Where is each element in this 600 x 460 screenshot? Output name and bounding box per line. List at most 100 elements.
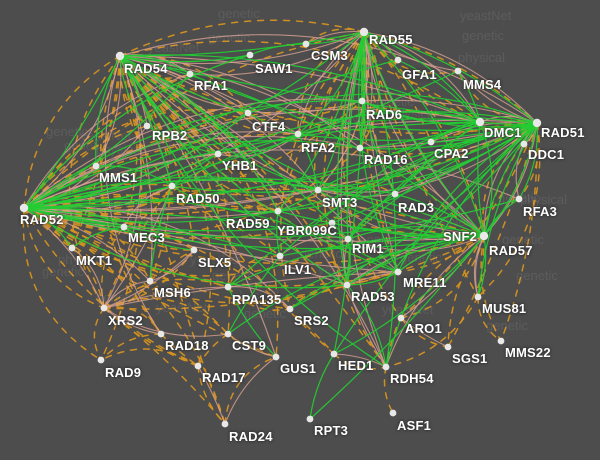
graph-edge xyxy=(305,31,365,45)
graph-edge xyxy=(333,353,387,370)
graph-edge xyxy=(119,55,148,127)
graph-edge xyxy=(276,210,281,257)
graph-node-xrs2[interactable] xyxy=(100,304,108,312)
graph-node-mms4[interactable] xyxy=(454,67,462,75)
graph-edge xyxy=(385,235,485,368)
graph-edge xyxy=(279,122,538,257)
graph-edge xyxy=(227,255,281,288)
graph-node-mre11[interactable] xyxy=(394,268,402,276)
graph-node-rad59[interactable] xyxy=(274,207,282,215)
graph-node-rad57[interactable] xyxy=(480,232,488,240)
graph-edge xyxy=(119,55,387,368)
graph-node-rad54[interactable] xyxy=(115,51,125,61)
graph-node-rfa3[interactable] xyxy=(515,195,523,203)
graph-node-cpa2[interactable] xyxy=(427,138,435,146)
graph-edge xyxy=(224,356,277,425)
graph-node-ilv1[interactable] xyxy=(276,252,284,260)
graph-edge xyxy=(363,31,397,368)
graph-node-mkt1[interactable] xyxy=(68,244,76,252)
graph-edge xyxy=(149,249,195,282)
graph-node-msh6[interactable] xyxy=(146,277,154,285)
graph-edge xyxy=(23,133,299,209)
graph-edge xyxy=(400,317,449,348)
graph-edge xyxy=(23,207,162,335)
graph-node-smt3[interactable] xyxy=(314,186,322,194)
graph-node-rpt3[interactable] xyxy=(306,415,314,423)
graph-node-rfa1[interactable] xyxy=(186,70,194,78)
graph-edge xyxy=(119,55,485,237)
graph-node-rad53[interactable] xyxy=(343,281,351,289)
graph-node-rad9[interactable] xyxy=(97,356,105,364)
graph-node-rpa135[interactable] xyxy=(224,283,232,291)
graph-node-cst9[interactable] xyxy=(224,330,232,338)
graph-edge xyxy=(347,193,396,240)
graph-node-asf1[interactable] xyxy=(389,409,397,417)
graph-node-rad51[interactable] xyxy=(532,118,542,128)
graph-edge xyxy=(385,122,538,368)
graph-node-rad18[interactable] xyxy=(157,330,165,338)
graph-edge xyxy=(227,286,291,310)
graph-edge xyxy=(149,185,173,282)
graph-edge xyxy=(477,121,485,237)
graph-edge xyxy=(358,31,399,273)
graph-node-sgs1[interactable] xyxy=(444,343,452,351)
graph-node-srs2[interactable] xyxy=(286,305,294,313)
graph-edge xyxy=(189,31,365,76)
graph-edge xyxy=(477,235,487,298)
graph-node-rim1[interactable] xyxy=(344,235,352,243)
graph-node-saw1[interactable] xyxy=(246,51,254,59)
graph-node-mms22[interactable] xyxy=(497,337,505,345)
graph-node-rad6[interactable] xyxy=(358,97,366,105)
graph-edge xyxy=(23,108,249,209)
graph-edge xyxy=(119,55,212,367)
graph-node-rpb2[interactable] xyxy=(143,122,151,130)
graph-edge xyxy=(119,40,481,123)
graph-node-mus81[interactable] xyxy=(474,293,482,301)
graph-edge xyxy=(347,226,485,240)
graph-edge xyxy=(23,207,105,309)
graph-node-rad52[interactable] xyxy=(19,203,29,213)
graph-edge xyxy=(119,55,399,273)
graph-edge xyxy=(103,307,199,367)
graph-edge xyxy=(23,55,121,209)
graph-edge xyxy=(23,207,226,425)
graph-node-rfa2[interactable] xyxy=(294,130,302,138)
graph-edge xyxy=(23,59,399,209)
graph-edge xyxy=(482,122,538,237)
graph-node-gus1[interactable] xyxy=(272,353,280,361)
graph-edge xyxy=(23,133,299,209)
graph-edge xyxy=(363,31,459,72)
graph-node-rad16[interactable] xyxy=(356,144,364,152)
graph-node-aro1[interactable] xyxy=(397,314,405,322)
graph-node-rad3[interactable] xyxy=(391,190,399,198)
graph-edge xyxy=(227,234,485,288)
graph-edge xyxy=(23,207,277,358)
graph-node-gfa1[interactable] xyxy=(394,56,402,64)
graph-node-slx5[interactable] xyxy=(190,246,198,254)
graph-node-csm3[interactable] xyxy=(302,40,310,48)
graph-edge xyxy=(123,226,195,251)
graph-node-ybr099c[interactable] xyxy=(328,219,336,227)
graph-edge xyxy=(309,353,335,420)
graph-node-mms1[interactable] xyxy=(92,162,100,170)
graph-node-yhb1[interactable] xyxy=(214,150,222,158)
graph-node-rdh54[interactable] xyxy=(382,363,390,371)
graph-edge xyxy=(297,133,319,191)
graph-node-rad24[interactable] xyxy=(221,420,229,428)
graph-node-rad17[interactable] xyxy=(194,362,202,370)
graph-node-dmc1[interactable] xyxy=(475,117,485,127)
graph-edge xyxy=(71,55,121,249)
graph-node-hed1[interactable] xyxy=(330,350,338,358)
graph-node-ctf4[interactable] xyxy=(244,109,252,117)
graph-node-mec3[interactable] xyxy=(120,223,128,231)
graph-node-ddc1[interactable] xyxy=(520,140,528,148)
graph-node-rad50[interactable] xyxy=(168,182,176,190)
graph-edge xyxy=(119,55,485,237)
graph-edge xyxy=(171,122,538,193)
graph-edge xyxy=(101,226,125,309)
graph-node-rad55[interactable] xyxy=(359,27,369,37)
graph-edge xyxy=(119,31,365,57)
graph-edge xyxy=(363,31,481,123)
graph-edge xyxy=(447,235,485,348)
